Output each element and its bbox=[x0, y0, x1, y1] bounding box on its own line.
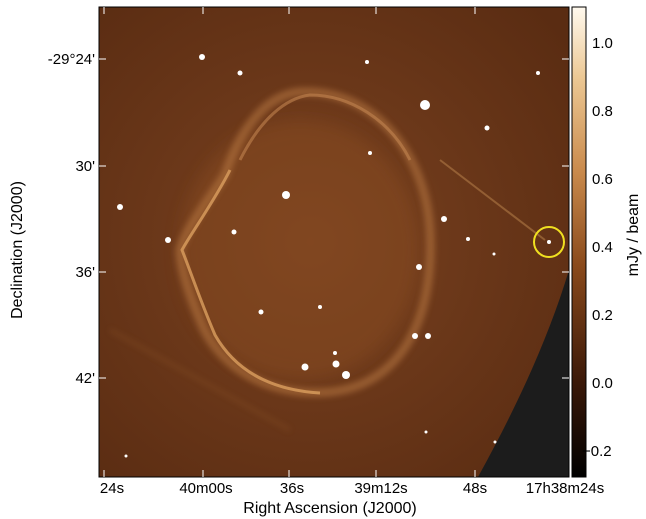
x-tick-label: 48s bbox=[463, 480, 487, 497]
colorbar: 1.0 0.8 0.6 0.4 0.2 0.0 −0.2 mJy / beam bbox=[571, 6, 642, 478]
x-tick-label: 36s bbox=[280, 480, 304, 497]
plot-frame bbox=[98, 6, 570, 478]
y-axis-label: Declination (J2000) bbox=[9, 181, 26, 319]
y-tick-label: 42' bbox=[75, 370, 95, 387]
x-tick-label: 24s bbox=[100, 480, 124, 497]
filament bbox=[439, 159, 546, 241]
blank-region bbox=[478, 270, 569, 477]
colorbar-tick-label: 0.2 bbox=[592, 307, 613, 324]
colorbar-tick-label: 1.0 bbox=[592, 35, 613, 52]
colorbar-tick-label: −0.2 bbox=[582, 443, 612, 460]
colorbar-tick-label: 0.6 bbox=[592, 171, 613, 188]
point-sources bbox=[117, 54, 551, 458]
y-tick-label: -29°24' bbox=[48, 51, 95, 68]
colorbar-label: mJy / beam bbox=[625, 194, 642, 277]
x-axis-label: Right Ascension (J2000) bbox=[243, 500, 416, 517]
y-axis: -29°24' 30' 36' 42' Declination (J2000) bbox=[9, 51, 95, 387]
radio-image-panel bbox=[99, 7, 569, 477]
colorbar-tick-label: 0.4 bbox=[592, 239, 613, 256]
colorbar-tick-label: 0.8 bbox=[592, 103, 613, 120]
x-tick-label: 39m12s bbox=[354, 480, 407, 497]
x-tick-label: 17h38m24s bbox=[526, 480, 604, 497]
colorbar-tick-label: 0.0 bbox=[592, 375, 613, 392]
y-tick-label: 30' bbox=[75, 158, 95, 175]
remnant-shell bbox=[175, 87, 435, 398]
source-marker-circle bbox=[533, 226, 565, 258]
x-tick-label: 40m00s bbox=[179, 480, 232, 497]
x-axis: 24s 40m00s 36s 39m12s 48s 17h38m24s Righ… bbox=[100, 480, 604, 517]
y-tick-label: 36' bbox=[75, 264, 95, 281]
colorbar-gradient bbox=[571, 6, 587, 478]
